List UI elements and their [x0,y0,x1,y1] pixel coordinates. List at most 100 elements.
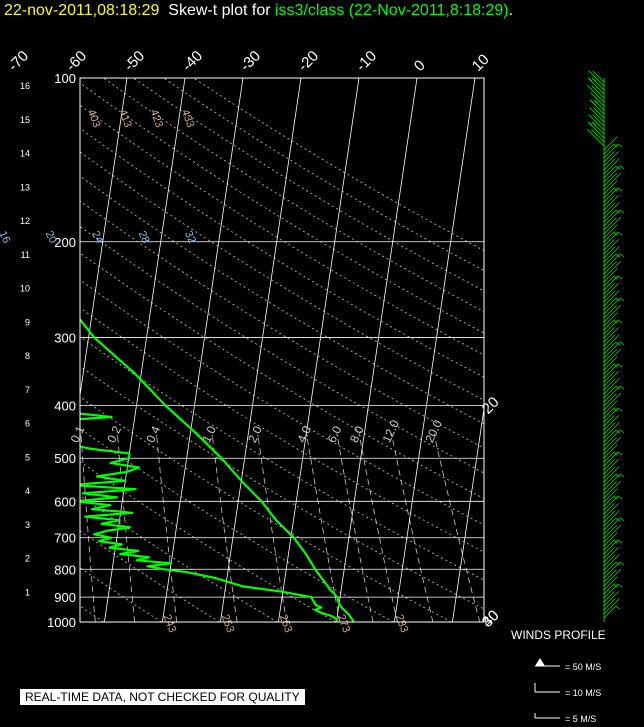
wind-barb [603,202,616,215]
wind-barb-feather [593,99,599,104]
wind-barb [603,172,622,191]
theta-label: 433 [179,108,197,129]
mixing-ratio-line [257,433,287,622]
wind-barb [603,473,617,487]
isotherm-line [452,405,484,622]
wind-barb [603,341,617,355]
wind-barb [603,525,617,539]
wind-barb [591,85,605,99]
isotherm-line [0,78,11,622]
wind-barb [590,92,605,107]
wind-barb [603,253,621,271]
height-tick-label: 6 [25,419,30,429]
wind-barb [603,392,622,411]
wind-barb [603,466,616,479]
wind-barb [603,319,619,335]
wind-barb [603,143,619,159]
wind-barb [603,554,616,567]
dry-adiabat-lines [80,78,484,622]
theta-e-label: 32 [182,229,198,245]
isotherm-lines [0,78,484,622]
height-tick-label: 13 [20,182,30,192]
wind-barb-feather [591,77,597,82]
theta-e-label: 24 [89,229,105,245]
wind-barb [603,246,616,259]
wind-barb [603,495,619,511]
wind-barb [603,524,622,543]
wind-key-10: = 10 M/S [565,688,602,698]
wind-barb [603,451,615,463]
mixing-ratio-label: 6.0 [325,424,345,445]
isotherm-line [104,78,186,622]
pressure-tick-label: 300 [54,331,76,346]
wind-barb [603,393,617,407]
wind-barb [603,334,616,347]
theta-label: 263 [277,613,295,634]
wind-barb [603,158,616,171]
dry-adiabat-line [80,605,104,622]
wind-barb [603,165,617,179]
dry-adiabat-line [133,78,484,292]
height-tick-label: 14 [20,149,30,159]
wind-barb [603,590,620,607]
wind-barb [603,187,615,199]
pressure-tick-label: 900 [54,590,76,605]
height-tick-label: 11 [21,250,30,260]
isotherm-label: -50 [121,47,148,74]
title-datetime: 22-nov-2011,08:18:29 [4,2,160,19]
plot-frame [79,77,485,623]
wind-barb [603,356,618,371]
wind-barb-feather [615,605,621,610]
wind-barb-feather [619,165,625,170]
wind-barb [603,173,617,187]
title-suffix: . [508,2,514,19]
chart-title: 22-nov-2011,08:18:29 Skew-t plot for iss… [4,2,513,20]
wind-barb [603,422,620,439]
wind-barb [603,305,617,319]
mixing-ratio-line [117,433,135,622]
isotherm-line [278,78,360,622]
wind-barb [603,407,615,419]
theta-label: 253 [219,613,237,634]
wind-barb [603,481,617,495]
wind-barb [603,510,616,523]
wind-key-flag [535,658,545,666]
mixing-ratio-label: 8.0 [347,424,367,445]
wind-barb [603,194,620,211]
theta-label: 423 [148,108,166,129]
wind-barb [603,400,618,415]
wind-barb [603,415,615,427]
title-source: iss3/class (22-Nov-2011,8:18:29) [275,2,509,19]
height-tick-label: 1 [25,587,30,597]
mixing-ratio-label: 0.1 [68,424,88,445]
wind-barb [603,239,615,251]
wind-barb-feather [617,407,623,412]
mixing-ratio-line [433,433,481,622]
wind-key-5: = 5 M/S [565,714,597,724]
wind-barb [603,209,621,227]
wind-barb [603,180,618,195]
wind-barb [603,576,618,591]
wind-barb [603,187,619,203]
mixing-ratio-label: 2.0 [245,424,265,445]
wind-barb [603,458,620,475]
wind-barb [603,444,618,459]
wind-barb [603,326,620,343]
dry-adiabat-line [80,127,484,378]
title-prefix: Skew-t plot for [168,2,271,19]
pressure-tick-label: 600 [54,494,76,509]
sounding-traces [80,317,355,622]
wind-barb [603,165,621,183]
wind-barb [603,136,618,151]
pressure-tick-label: 200 [54,235,76,250]
wind-barb-feather [587,121,593,126]
theta-label: 413 [116,108,134,129]
wind-barb [603,363,619,379]
wind-barb [603,422,616,435]
wind-barb [603,591,615,603]
mixing-ratio-label: 20.0 [422,418,445,445]
mixing-ratio-line [80,433,96,622]
wind-barb [603,370,620,387]
wind-profile [534,70,625,719]
wind-barb [591,129,605,143]
